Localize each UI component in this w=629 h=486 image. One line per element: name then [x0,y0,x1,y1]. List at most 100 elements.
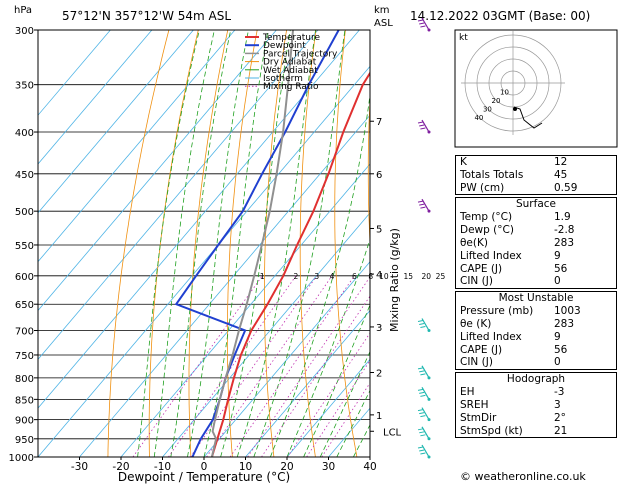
wind-barb-dot [427,329,431,333]
wind-barb-feather [417,367,424,370]
mixing-ratio-label: 20 [421,272,431,281]
pressure-tick-label: 650 [15,300,34,311]
mu-row: Lifted Index 9 [460,330,561,343]
wet-adiabat-line [336,389,370,457]
wind-barb-feather [419,22,425,25]
km-tick-label: 5 [376,224,382,235]
pressure-tick-label: 950 [15,435,34,446]
hodograph-indices-title: Hodograph [506,373,566,386]
temperature-tick-label: 40 [363,461,376,473]
wind-barb-feather [417,200,424,203]
wind-barb-dot [427,130,431,134]
dry-adiabat-line [334,30,358,457]
dry-adiabat-line [148,30,199,457]
wet-adiabat-line [319,350,370,457]
wind-barb-feather [419,203,425,206]
mixing-ratio-label: 6 [352,272,357,281]
temperature-tick-label: -10 [154,461,171,473]
wind-barb-staff [421,365,430,379]
hodo-row: SREH 3 [460,398,561,411]
mixing-ratio-label: 15 [404,272,414,281]
wind-barb-feather [417,388,424,391]
wind-barb-staff [421,444,430,458]
isotherm-line [38,30,194,214]
wet-adiabat-line [170,30,232,457]
copyright-footer: © weatheronline.co.uk [460,470,586,483]
surface-title: Surface [515,198,556,211]
wind-barb-feather [420,326,426,328]
mixing-ratio-line [229,275,355,457]
temperature-tick-label: 20 [280,461,293,473]
wind-barb-feather [419,370,425,373]
dry-adiabat-line [263,30,287,457]
pressure-tick-label: 500 [15,207,34,218]
hodograph-indices-box: Hodograph EH -3 SREH 3 StmDir 2° StmSpd (kt… [455,372,617,439]
surface-row: Lifted Index 9 [460,249,561,262]
wet-adiabat-line [153,30,215,457]
pressure-tick-label: 400 [15,128,34,139]
skewt-plot-area: 1 2 3 4 6 8 10 15 20 2530035040045050055060065070… [9,26,446,473]
mixing-ratio-label: 25 [436,272,446,281]
dewpoint-line [174,30,340,457]
plot-frame [37,29,371,458]
surface-row: CIN (J) 0 [460,275,561,288]
pressure-tick-label: 800 [15,374,34,385]
pressure-tick-label: 450 [15,170,34,181]
surface-row: Temp (°C) 1.9 [460,211,571,224]
mu-row: Pressure (mb) 1003 [460,305,581,318]
wind-barb-feather [420,452,426,455]
km-tick-label: 3 [376,323,382,334]
pressure-tick-label: 550 [15,241,34,252]
hodo-row: StmSpd (kt) 21 [460,424,568,437]
hodo-row: StmDir 2° [460,411,566,424]
isotherm-line [38,30,277,312]
wind-barb-feather [419,124,425,127]
dry-adiabat-line [188,30,229,457]
pressure-tick-label: 350 [15,81,34,92]
wind-barb-feather [417,121,424,124]
surface-box: Surface Temp (°C) 1.9 Dewp (°C) -2.8 θe(K)… [455,197,617,290]
pressure-tick-label: 900 [15,416,34,427]
hodograph-kt-label: kt [459,33,468,43]
pressure-tick-label: 700 [15,327,34,338]
wind-barb-feather [420,394,426,397]
mixing-ratio-line [261,295,370,457]
wind-barb-staff [421,426,430,440]
km-tick-label: LCL [383,427,402,438]
km-label-2: ASL [374,18,393,29]
legend-entry: Temperature [262,33,320,43]
temperature-tick-label: 10 [239,461,252,473]
temperature-tick-label: -30 [71,461,88,473]
surface-row: Dewp (°C) -2.8 [460,224,575,237]
mixing-ratio-line [206,275,333,457]
temperature-tick-label: 30 [322,461,335,473]
mixing-ratio-line [190,275,318,457]
pressure-tick-label: 1000 [9,453,34,464]
wind-barb-feather [417,409,424,412]
km-tick-label: 7 [376,117,382,128]
pressure-tick-label: 750 [15,351,34,362]
wind-barbs [417,17,431,459]
km-tick-label: 6 [376,170,382,181]
km-tick-label: 1 [376,411,382,422]
surface-row: θe(K) 283 [460,236,575,249]
wind-barb-feather [419,412,425,415]
parcel-trajectory-line [210,30,294,457]
isotherm-line [38,30,319,360]
wet-adiabat-line [203,30,269,457]
hodograph-trace [513,106,543,129]
wind-barb-feather [420,25,426,28]
wind-barb-dot [427,437,431,441]
isotherm-line [38,30,360,409]
wind-barb-feather [420,434,426,437]
mixing-ratio-line [306,359,370,457]
km-tick-label: 2 [376,368,382,379]
pressure-tick-label: 600 [15,272,34,283]
isotherm-line [79,114,370,457]
dry-adiabat-line [107,30,170,457]
pressure-tick-label: 300 [15,26,34,37]
dry-adiabat-line [226,30,258,457]
wind-barb-feather [417,19,424,22]
wind-barb-dot [427,209,431,213]
isotherm-line [245,309,370,457]
